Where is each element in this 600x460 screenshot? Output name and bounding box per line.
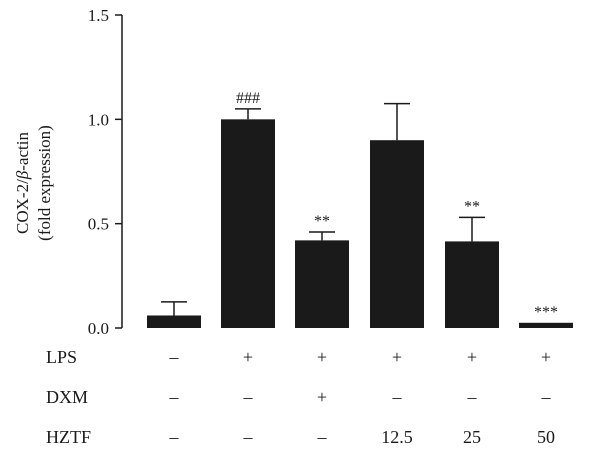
condition-label: DXM bbox=[46, 387, 88, 407]
y-tick-label: 1.0 bbox=[88, 110, 109, 129]
significance-label: ** bbox=[314, 213, 330, 230]
y-axis-label-beta: β bbox=[13, 170, 32, 180]
condition-value: 25 bbox=[463, 427, 481, 447]
condition-table: LPS – + + + + + DXM – – + – – – HZTF – – – 12.5 25 50 bbox=[46, 347, 555, 447]
bar bbox=[147, 315, 201, 328]
bar bbox=[519, 322, 573, 328]
y-tick-label: 0.0 bbox=[88, 319, 109, 338]
condition-value: + bbox=[317, 347, 327, 367]
condition-value: + bbox=[467, 347, 477, 367]
condition-value: – bbox=[243, 387, 254, 407]
y-tick-label: 0.5 bbox=[88, 215, 109, 234]
bar bbox=[221, 119, 275, 328]
significance-label: *** bbox=[534, 304, 558, 321]
svg-text:COX-2/β-actin: COX-2/β-actin bbox=[13, 132, 32, 234]
condition-label: HZTF bbox=[46, 427, 91, 447]
condition-value: – bbox=[169, 427, 180, 447]
condition-value: + bbox=[541, 347, 551, 367]
bar bbox=[445, 241, 499, 328]
condition-value: – bbox=[317, 427, 328, 447]
y-axis-label-line1-prefix: COX-2/ bbox=[13, 179, 32, 234]
condition-value: 12.5 bbox=[381, 427, 413, 447]
bar bbox=[370, 140, 424, 328]
condition-value: + bbox=[243, 347, 253, 367]
condition-value: – bbox=[467, 387, 478, 407]
condition-value: – bbox=[169, 347, 180, 367]
y-axis: 0.0 0.5 1.0 1.5 bbox=[88, 6, 123, 338]
bar bbox=[295, 240, 349, 328]
condition-label: LPS bbox=[46, 347, 77, 367]
condition-value: + bbox=[317, 387, 327, 407]
significance-label: ### bbox=[236, 90, 260, 107]
condition-value: – bbox=[243, 427, 254, 447]
y-axis-label-line2: (fold expression) bbox=[35, 125, 54, 241]
condition-value: – bbox=[392, 387, 403, 407]
y-tick-label: 1.5 bbox=[88, 6, 109, 25]
significance-label: ** bbox=[464, 198, 480, 215]
bars: ###******* bbox=[147, 90, 573, 328]
y-axis-label: COX-2/β-actin (fold expression) bbox=[13, 125, 54, 241]
condition-value: – bbox=[169, 387, 180, 407]
y-axis-label-line1-suffix: -actin bbox=[13, 132, 32, 171]
condition-value: + bbox=[392, 347, 402, 367]
condition-value: – bbox=[541, 387, 552, 407]
condition-value: 50 bbox=[537, 427, 555, 447]
